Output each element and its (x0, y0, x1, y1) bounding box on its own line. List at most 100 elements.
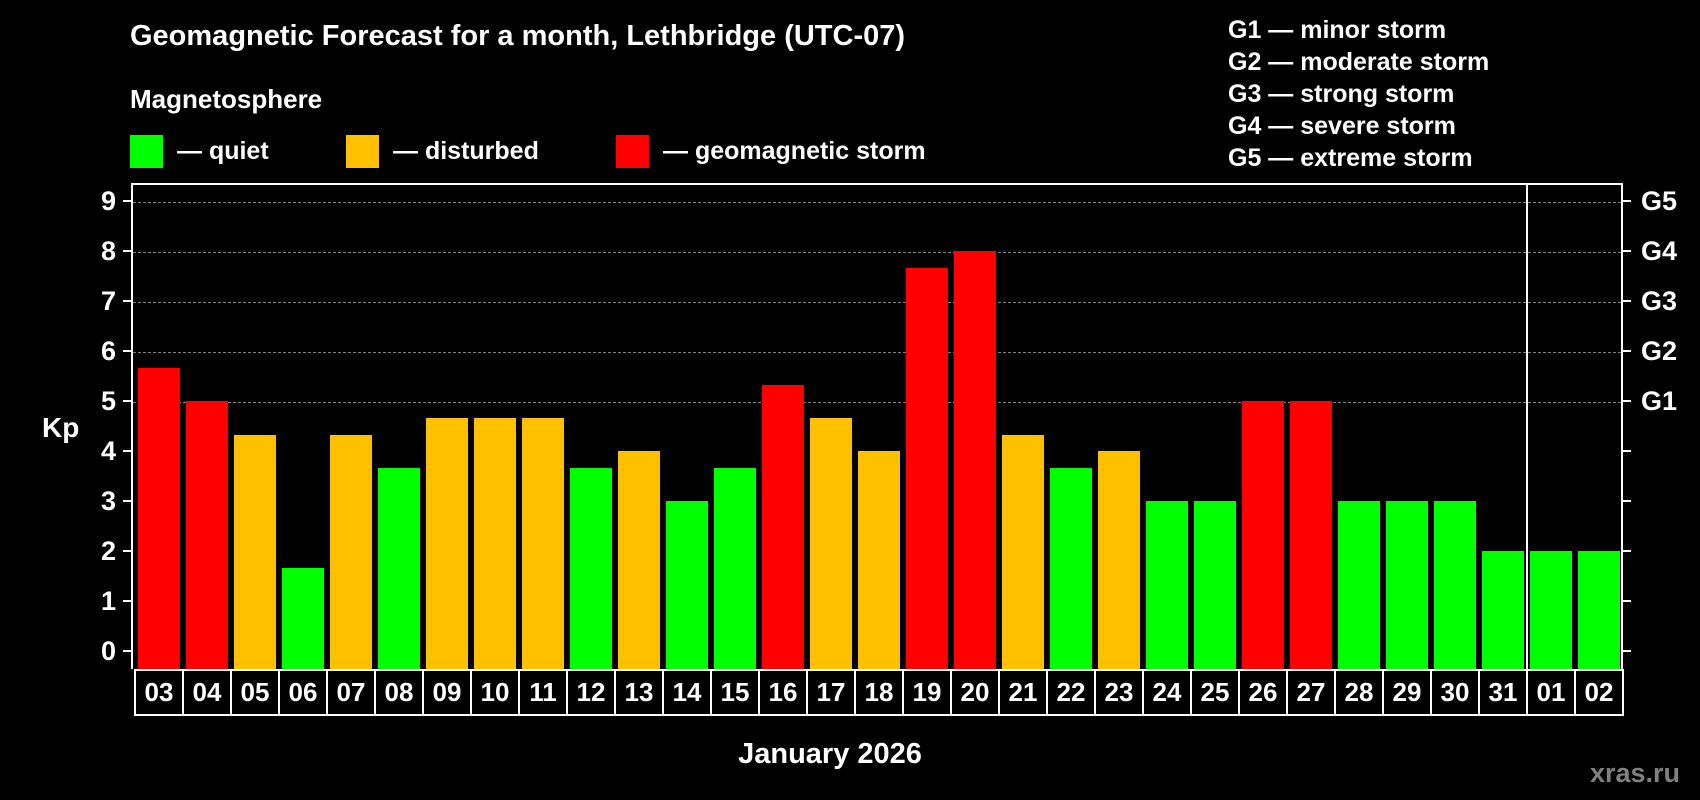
g-scale-label: G2 (1641, 336, 1678, 366)
bar-09 (426, 417, 468, 669)
date-label: 21 (998, 669, 1048, 716)
y-tick-label: 9 (100, 186, 116, 216)
date-label: 29 (1382, 669, 1432, 716)
g-scale-label: G3 (1641, 286, 1678, 316)
date-label: 25 (1190, 669, 1240, 716)
bar-17 (810, 417, 852, 669)
y-tick (123, 350, 131, 352)
bar-19 (906, 267, 948, 669)
g-scale-label: G5 (1641, 186, 1678, 216)
y-tick (123, 500, 131, 502)
y-tick-label: 8 (100, 236, 116, 266)
date-label: 23 (1094, 669, 1144, 716)
date-label: 31 (1478, 669, 1528, 716)
legend-swatch-disturbed (346, 134, 379, 168)
y-tick (123, 400, 131, 402)
g-legend-item: G2 — moderate storm (1228, 48, 1490, 76)
y-tick-label: 1 (100, 586, 116, 616)
date-label: 26 (1238, 669, 1288, 716)
y-tick (123, 650, 131, 652)
gridline (133, 302, 1621, 303)
bar-23 (1098, 451, 1140, 669)
g-scale-legend: G1 — minor storm G2 — moderate storm G3 … (1228, 14, 1489, 174)
date-label: 04 (182, 669, 232, 716)
date-label: 28 (1334, 669, 1384, 716)
gridline (133, 352, 1621, 353)
bar-15 (714, 467, 756, 669)
bar-28 (1338, 501, 1380, 669)
bar-01 (1530, 551, 1572, 669)
date-label: 13 (614, 669, 664, 716)
y-tick (123, 550, 131, 552)
month-separator (1526, 183, 1528, 669)
chart-title: Geomagnetic Forecast for a month, Lethbr… (130, 20, 906, 52)
legend-item-quiet: — quiet (130, 134, 269, 168)
y-tick-label: 0 (100, 636, 116, 666)
date-label: 16 (758, 669, 808, 716)
g-legend-item: G3 — strong storm (1228, 80, 1455, 108)
date-label: 03 (134, 669, 184, 716)
g-legend-item: G1 — minor storm (1228, 16, 1447, 44)
g-legend-item: G4 — severe storm (1228, 112, 1456, 140)
date-label: 18 (854, 669, 904, 716)
bar-07 (330, 434, 372, 669)
date-label: 20 (950, 669, 1000, 716)
bar-30 (1434, 501, 1476, 669)
date-label: 09 (422, 669, 472, 716)
y-tick (123, 600, 131, 602)
date-label: 24 (1142, 669, 1192, 716)
bar-06 (282, 567, 324, 669)
y-tick-right (1623, 600, 1631, 602)
bar-11 (522, 417, 564, 669)
date-label: 12 (566, 669, 616, 716)
y-tick-label: 6 (100, 336, 116, 366)
y-tick (123, 200, 131, 202)
y-tick-right (1623, 400, 1631, 402)
bar-31 (1482, 551, 1524, 669)
bar-04 (186, 401, 228, 669)
date-label: 05 (230, 669, 280, 716)
y-tick-right (1623, 500, 1631, 502)
y-tick-label: 4 (100, 436, 116, 466)
y-tick-right (1623, 450, 1631, 452)
y-tick-label: 2 (100, 536, 116, 566)
y-tick-label: 5 (100, 386, 116, 416)
bar-02 (1578, 551, 1620, 669)
bar-03 (138, 367, 180, 669)
y-tick-right (1623, 250, 1631, 252)
legend-label-storm: — geomagnetic storm (663, 136, 926, 165)
date-label: 02 (1574, 669, 1624, 716)
g-scale-label: G1 (1641, 386, 1678, 416)
bar-08 (378, 467, 420, 669)
date-label: 07 (326, 669, 376, 716)
legend-item-storm: — geomagnetic storm (616, 134, 926, 168)
y-tick (123, 300, 131, 302)
y-tick-label: 3 (100, 486, 116, 516)
y-tick-right (1623, 300, 1631, 302)
legend-item-disturbed: — disturbed (346, 134, 539, 168)
date-label: 08 (374, 669, 424, 716)
bar-14 (666, 501, 708, 669)
bar-20 (954, 251, 996, 669)
date-label: 01 (1526, 669, 1576, 716)
date-label: 17 (806, 669, 856, 716)
date-label: 10 (470, 669, 520, 716)
g-scale-label: G4 (1641, 236, 1678, 266)
date-label: 15 (710, 669, 760, 716)
bar-21 (1002, 434, 1044, 669)
bar-22 (1050, 467, 1092, 669)
y-axis-label: Kp (42, 412, 80, 443)
gridline (133, 202, 1621, 203)
y-tick-right (1623, 200, 1631, 202)
legend-swatch-quiet (130, 134, 163, 168)
bar-05 (234, 434, 276, 669)
gridline (133, 402, 1621, 403)
bar-29 (1386, 501, 1428, 669)
bar-16 (762, 384, 804, 669)
legend-swatch-storm (616, 134, 649, 168)
bar-10 (474, 417, 516, 669)
date-label: 27 (1286, 669, 1336, 716)
date-label: 14 (662, 669, 712, 716)
y-tick-right (1623, 550, 1631, 552)
date-label: 19 (902, 669, 952, 716)
